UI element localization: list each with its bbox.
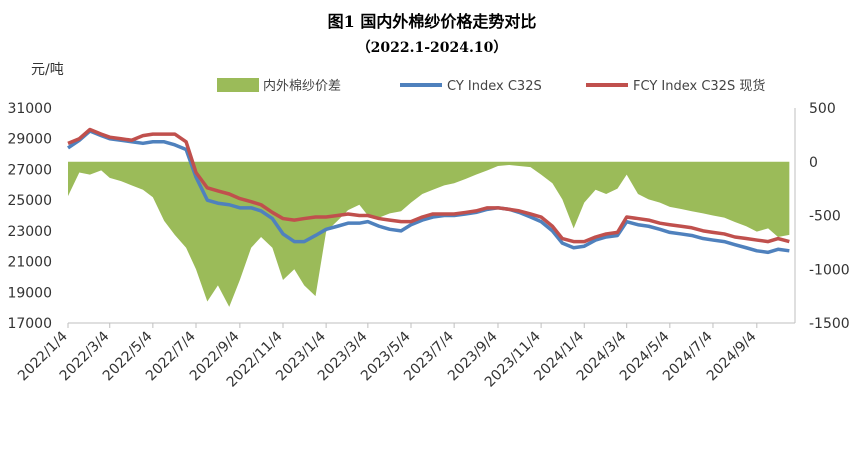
y-left-tick-label: 19000 (7, 285, 52, 301)
plot-area: 31000 29000 27000 25000 23000 21000 19000 17000… (7, 101, 849, 391)
series-line-cy (67, 129, 790, 255)
chart-title: 图1 国内外棉纱价格走势对比 (328, 12, 537, 31)
y-right-tick-label: 500 (809, 101, 836, 117)
y-left-tick-label: 23000 (7, 224, 52, 240)
legend-label-spread: 内外棉纱价差 (263, 78, 341, 94)
y-right-tick-label: -500 (809, 209, 841, 225)
y-left-tick-label: 29000 (7, 132, 52, 148)
y-left-tick-label: 27000 (7, 162, 52, 178)
legend-label-fcy: FCY Index C32S 现货 (633, 78, 765, 94)
series-line-fcy (67, 127, 790, 244)
y-right-tick-label: -1000 (809, 262, 850, 278)
y-left-tick-label: 31000 (7, 101, 52, 117)
series-area-spread (68, 161, 790, 307)
legend-label-cy: CY Index C32S (447, 79, 542, 94)
legend: 内外棉纱价差 CY Index C32S FCY Index C32S 现货 (217, 78, 765, 94)
y-left-tick-label: 17000 (7, 316, 52, 332)
y-right-tick-label: 0 (809, 155, 818, 171)
y-left-tick-label: 25000 (7, 193, 52, 209)
chart-subtitle: （2022.1-2024.10） (357, 40, 508, 56)
y-unit-label: 元/吨 (31, 62, 64, 78)
y-right-tick-label: -1500 (809, 316, 850, 332)
legend-swatch-spread (217, 78, 259, 92)
y-left-tick-label: 21000 (7, 255, 52, 271)
